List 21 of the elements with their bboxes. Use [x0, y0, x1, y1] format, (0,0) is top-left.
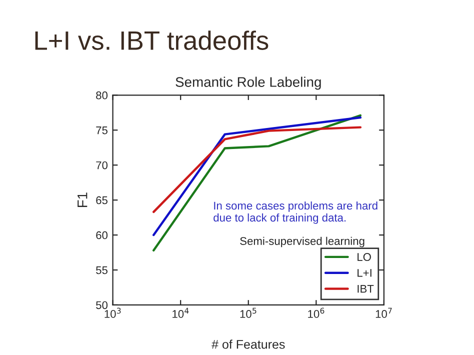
chart-subtitle: Semantic Role Labeling: [176, 76, 321, 90]
y-tick-label: 80: [96, 91, 108, 100]
y-tick-label: 65: [96, 196, 108, 204]
x-tick-label: 10$^{3}$: [104, 308, 121, 318]
legend-label: L+I: [358, 269, 372, 277]
legend-label: IBT: [358, 284, 374, 293]
x-tick-label: 10$^{7}$: [376, 308, 392, 318]
annotation: In some cases problems are hard due to lack of training data.: [214, 201, 378, 224]
y-tick-label: 55: [96, 266, 108, 274]
legend-label: LO: [358, 253, 371, 261]
y-axis-title: F1: [78, 192, 88, 208]
x-tick-label: 10$^{5}$: [240, 308, 256, 318]
x-tick-label: 10$^{6}$: [308, 308, 324, 318]
y-tick-label: 60: [96, 231, 108, 240]
y-tick-label: 75: [96, 126, 108, 134]
y-tick-label: 50: [96, 301, 108, 310]
annotation: Semi-supervised learning: [240, 236, 364, 248]
y-tick-label: 70: [96, 161, 108, 170]
x-tick-label: 10$^{4}$: [172, 308, 189, 318]
chart-title: L+I vs. IBT tradeoffs: [35, 30, 268, 50]
x-axis-title: # of Features: [212, 340, 285, 349]
